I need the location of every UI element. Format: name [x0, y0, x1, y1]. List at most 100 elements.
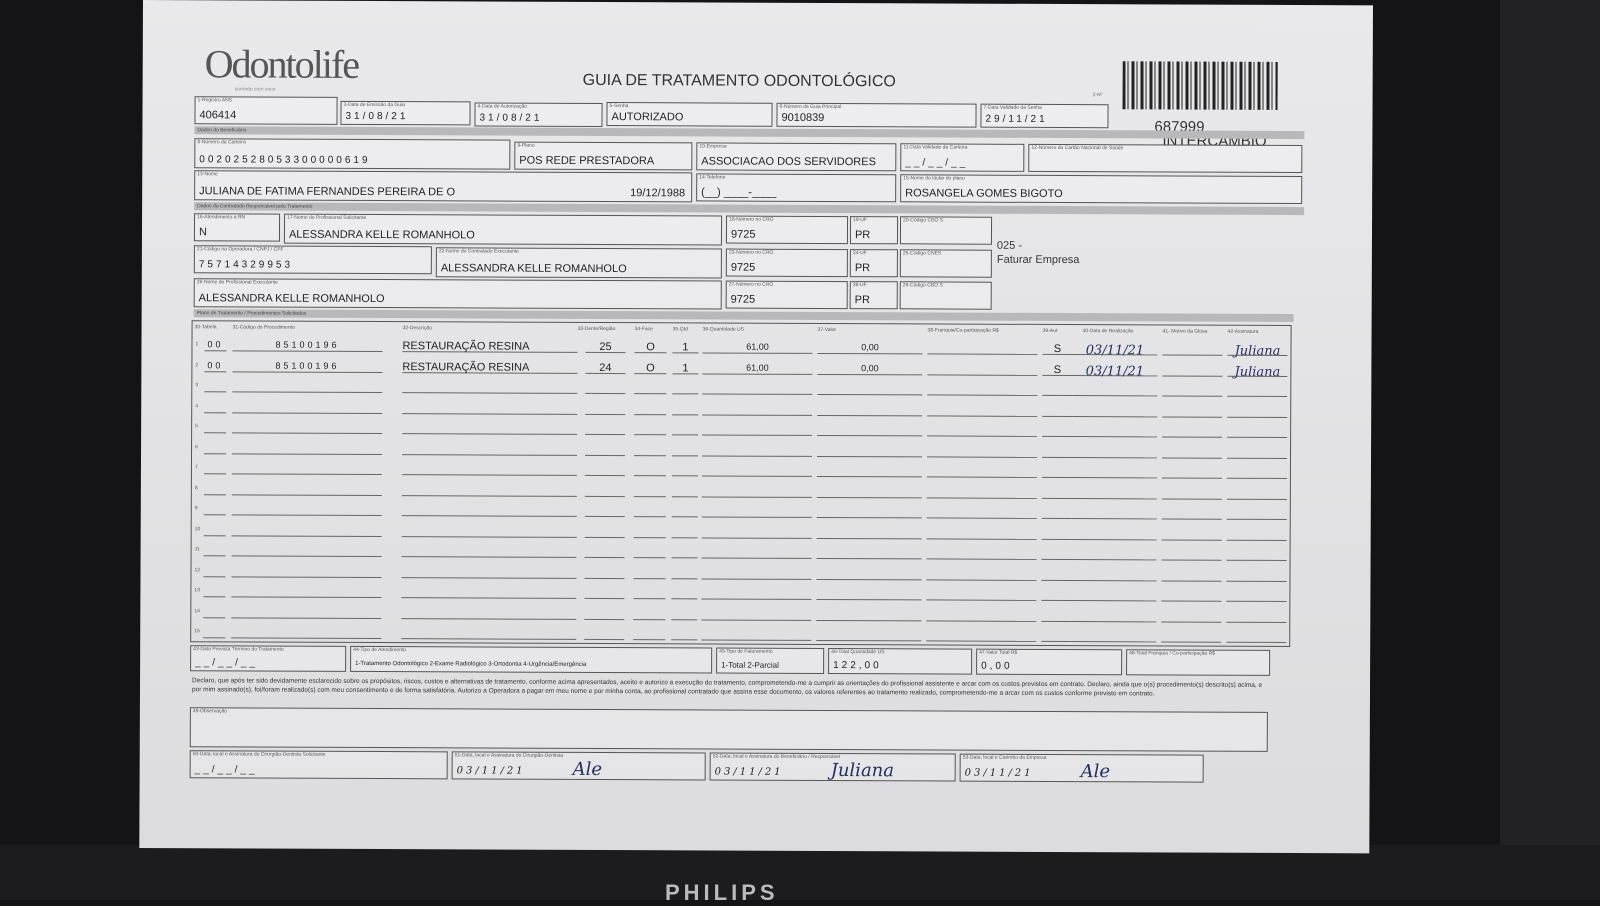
cell-qtd[interactable] — [672, 382, 699, 395]
cell-aut[interactable] — [1042, 424, 1073, 438]
cell-face[interactable] — [633, 587, 666, 600]
cell-aut[interactable] — [1041, 486, 1072, 499]
cell-qtd[interactable] — [672, 402, 699, 415]
cell-aut[interactable] — [1041, 547, 1072, 561]
cell-franquia[interactable] — [926, 567, 1037, 581]
cell-data[interactable]: 03/11/21 — [1072, 343, 1158, 358]
cro23-field[interactable]: 23-Número no CRO 9725 — [725, 248, 848, 278]
s50-field[interactable]: 50-Data, local e Assinatura do Cirurgião… — [189, 750, 448, 780]
cell-glosa[interactable] — [1161, 486, 1222, 500]
cell-tabela[interactable]: 00 — [204, 339, 227, 352]
cell-data[interactable] — [1071, 630, 1157, 643]
nome-field[interactable]: 13-Nome JULIANA DE FATIMA FERNANDES PEREI… — [194, 170, 693, 203]
cell-descricao[interactable] — [401, 483, 577, 497]
cell-assinatura[interactable] — [1227, 384, 1288, 397]
cell-codigo[interactable] — [232, 441, 383, 455]
cell-us[interactable]: 61,00 — [702, 361, 813, 375]
validade-carteira-field[interactable]: 11-Data Validade da Carteira __/__/__ — [900, 143, 1025, 172]
cell-valor[interactable] — [816, 546, 922, 560]
cell-us[interactable] — [701, 505, 812, 518]
cell-glosa[interactable] — [1161, 507, 1222, 520]
cell-us[interactable] — [701, 587, 812, 600]
cell-face[interactable] — [633, 566, 666, 579]
cell-franquia[interactable] — [926, 465, 1037, 478]
cell-glosa[interactable] — [1162, 445, 1223, 459]
cell-valor[interactable] — [816, 628, 922, 642]
cell-glosa[interactable] — [1161, 630, 1222, 643]
cell-data[interactable] — [1071, 609, 1157, 622]
cell-valor[interactable] — [816, 464, 922, 478]
guia-principal-field[interactable]: 6-Número da Guia Principal 9010839 — [776, 102, 977, 128]
cell-codigo[interactable] — [231, 585, 382, 599]
cell-dente[interactable] — [584, 627, 625, 641]
total-franquia-field[interactable]: 48-Total Franquia / Co-participação R$ — [1126, 649, 1271, 676]
cell-descricao[interactable] — [401, 463, 577, 476]
cell-qtd[interactable] — [671, 566, 698, 579]
cell-face[interactable] — [634, 382, 667, 395]
cell-data[interactable] — [1071, 486, 1157, 499]
cell-face[interactable] — [634, 423, 667, 436]
cell-assinatura[interactable]: Juliana — [1227, 343, 1288, 359]
cell-descricao[interactable] — [402, 381, 578, 394]
cell-descricao[interactable] — [401, 627, 577, 640]
cell-dente[interactable] — [584, 586, 625, 600]
cell-codigo[interactable] — [231, 626, 382, 640]
cell-franquia[interactable] — [926, 547, 1037, 560]
cell-franquia[interactable] — [927, 362, 1038, 376]
cell-us[interactable] — [701, 484, 812, 498]
rn-field[interactable]: 16-Atendimento a RN N — [193, 213, 281, 242]
cell-glosa[interactable] — [1161, 548, 1222, 561]
cell-tabela[interactable] — [204, 421, 227, 434]
cell-tabela[interactable] — [203, 482, 226, 495]
cell-face[interactable]: O — [634, 341, 667, 354]
cell-franquia[interactable] — [926, 608, 1037, 622]
s51-field[interactable]: 51-Data, local e Assinatura do Cirurgião… — [451, 751, 706, 781]
cro18-field[interactable]: 18-Número no CRO 9725 — [725, 215, 849, 245]
cell-valor[interactable] — [816, 505, 922, 519]
cell-assinatura[interactable] — [1226, 610, 1287, 623]
cell-us[interactable] — [701, 607, 812, 621]
cell-assinatura[interactable] — [1226, 569, 1287, 582]
cbo29-field[interactable]: 29-Código CBO S — [899, 281, 992, 310]
cell-valor[interactable] — [816, 608, 922, 621]
cell-data[interactable] — [1072, 384, 1158, 397]
cell-qtd[interactable] — [671, 628, 698, 641]
cbo20-field[interactable]: 20-Código CBO S — [899, 216, 993, 245]
cell-qtd[interactable] — [672, 423, 699, 436]
cell-assinatura[interactable] — [1226, 630, 1287, 643]
cell-assinatura[interactable] — [1227, 405, 1288, 418]
cell-tabela[interactable] — [203, 564, 226, 577]
cell-aut[interactable] — [1041, 465, 1072, 479]
cell-data[interactable] — [1071, 548, 1157, 561]
cell-codigo[interactable] — [231, 544, 382, 558]
cell-us[interactable] — [701, 566, 812, 580]
prof-executante-field[interactable]: 26-Nome do Profissional Executante ALESSA… — [193, 278, 722, 310]
cell-us[interactable] — [702, 423, 813, 436]
cns-field[interactable]: 12-Número do Cartão Nacional de Saúde — [1028, 143, 1303, 174]
cell-assinatura[interactable] — [1226, 507, 1287, 520]
tipo-atendimento-field[interactable]: 44-Tipo de Atendimento 1-Tratamento Odont… — [350, 645, 713, 674]
cell-qtd[interactable] — [671, 525, 698, 538]
cell-dente[interactable] — [584, 484, 625, 497]
cell-assinatura[interactable] — [1226, 487, 1287, 500]
cell-valor[interactable] — [816, 567, 922, 580]
cell-dente[interactable] — [584, 504, 625, 518]
cell-dente[interactable]: 24 — [585, 361, 626, 374]
cell-valor[interactable] — [817, 423, 923, 437]
cell-dente[interactable] — [584, 607, 625, 620]
cell-descricao[interactable] — [401, 565, 577, 579]
cell-dente[interactable]: 25 — [585, 340, 626, 354]
cell-valor[interactable]: 0,00 — [817, 341, 923, 355]
cell-tabela[interactable] — [203, 626, 226, 639]
validade-senha-field[interactable]: 7-Data Validade da Senha 29/11/21 — [980, 103, 1109, 129]
cell-tabela[interactable] — [204, 380, 227, 393]
cell-glosa[interactable] — [1162, 343, 1223, 356]
cell-valor[interactable] — [817, 403, 923, 416]
cell-codigo[interactable] — [232, 380, 383, 394]
cell-qtd[interactable]: 1 — [672, 341, 699, 354]
cell-valor[interactable] — [817, 444, 923, 457]
data-autorizacao-field[interactable]: 4-Data de Autorização 31/08/21 — [474, 102, 603, 128]
cell-dente[interactable] — [584, 463, 625, 477]
cell-glosa[interactable] — [1161, 466, 1222, 479]
cell-descricao[interactable]: RESTAURAÇÃO RESINA — [402, 340, 578, 353]
